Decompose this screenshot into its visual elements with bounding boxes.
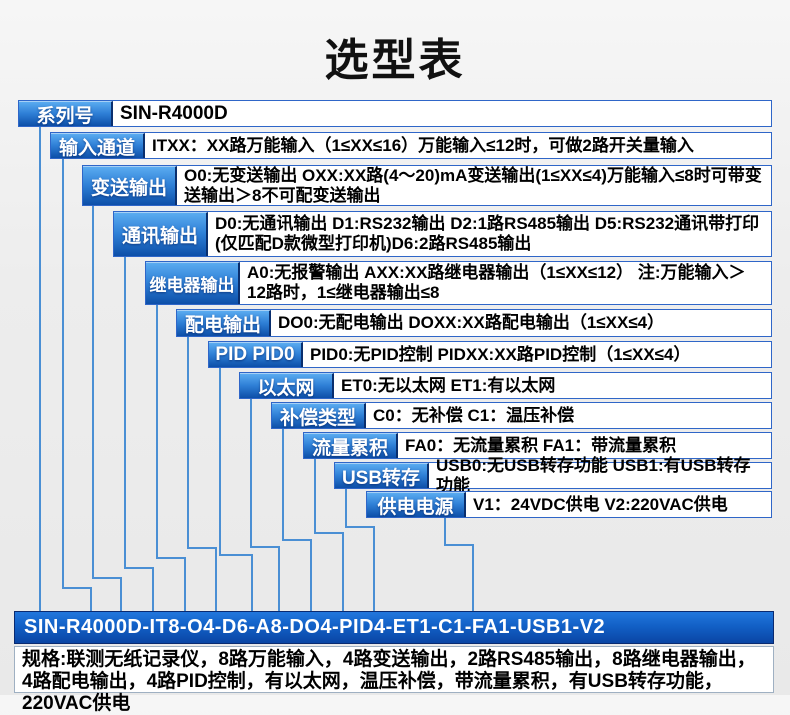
option-row-compensation: 补偿类型 C0：无补偿 C1：温压补偿	[271, 402, 772, 429]
comm-output-label: 通讯输出	[114, 212, 208, 256]
distribution-output-desc: DO0:无配电输出 DOXX:XX路配电输出（1≤XX≤4）	[278, 313, 665, 332]
transmit-output-desc: O0:无变送输出 OXX:XX路(4～20)mA变送输出(1≤XX≤4)万能输入…	[184, 165, 762, 205]
spec-text: 规格:联测无纸记录仪，8路万能输入，4路变送输出，2路RS485输出，8路继电器…	[22, 649, 756, 714]
comm-output-desc: D0:无通讯输出 D1:RS232输出 D2:1路RS485输出 D5:RS23…	[215, 214, 760, 253]
option-row-flow-accumulation: 流量累积 FA0：无流量累积 FA1：带流量累积	[303, 432, 772, 459]
relay-output-desc: A0:无报警输出 AXX:XX路继电器输出（1≤XX≤12） 注:万能输入＞12…	[247, 263, 746, 302]
model-code-text: SIN-R4000D-IT8-O4-D6-A8-DO4-PID4-ET1-C1-…	[24, 616, 606, 638]
option-row-comm-output: 通讯输出 D0:无通讯输出 D1:RS232输出 D2:1路RS485输出 D5…	[113, 211, 772, 257]
pid-desc: PID0:无PID控制 PIDXX:XX路PID控制（1≤XX≤4）	[310, 344, 691, 364]
spec-box: 规格:联测无纸记录仪，8路万能输入，4路变送输出，2路RS485输出，8路继电器…	[14, 646, 774, 714]
model-code-bar: SIN-R4000D-IT8-O4-D6-A8-DO4-PID4-ET1-C1-…	[14, 611, 774, 644]
option-row-pid: PID PID0 PID0:无PID控制 PIDXX:XX路PID控制（1≤XX…	[208, 341, 772, 368]
option-row-transmit-output: 变送输出 O0:无变送输出 OXX:XX路(4～20)mA变送输出(1≤XX≤4…	[82, 165, 772, 206]
option-row-usb-transfer: USB转存 USB0:无USB转存功能 USB1:有USB转存功能	[334, 455, 772, 495]
input-channels-desc: ITXX：XX路万能输入（1≤XX≤16）万能输入≤12时，可做2路开关量输入	[152, 135, 694, 155]
pid-label: PID PID0	[209, 342, 303, 367]
power-supply-desc: V1：24VDC供电 V2:220VAC供电	[473, 494, 728, 514]
ethernet-desc: ET0:无以太网 ET1:有以太网	[341, 375, 556, 395]
flow-accumulation-desc: FA0：无流量累积 FA1：带流量累积	[405, 435, 677, 455]
option-row-power-supply: 供电电源 V1：24VDC供电 V2:220VAC供电	[366, 491, 772, 518]
flow-accumulation-label: 流量累积	[304, 433, 398, 459]
transmit-output-label: 变送输出	[83, 166, 177, 205]
connector-transmit-output	[92, 206, 122, 613]
power-supply-label: 供电电源	[367, 492, 466, 518]
connector-pid	[219, 368, 253, 613]
page-title: 选型表	[324, 36, 466, 85]
connector-power-supply	[444, 518, 474, 613]
relay-output-label: 继电器输出	[146, 262, 240, 304]
option-row-relay-output: 继电器输出 A0:无报警输出 AXX:XX路继电器输出（1≤XX≤12） 注:万…	[145, 261, 772, 305]
option-row-ethernet: 以太网 ET0:无以太网 ET1:有以太网	[239, 372, 772, 399]
connector-comm-output	[124, 257, 154, 613]
option-row-distribution-output: 配电输出 DO0:无配电输出 DOXX:XX路配电输出（1≤XX≤4）	[176, 309, 772, 337]
option-row-input-channels: 输入通道 ITXX：XX路万能输入（1≤XX≤16）万能输入≤12时，可做2路开…	[50, 132, 772, 159]
series-number-label: 系列号	[19, 101, 113, 127]
usb-transfer-desc: USB0:无USB转存功能 USB1:有USB转存功能	[436, 455, 751, 495]
series-number-desc: SIN-R4000D	[120, 102, 228, 124]
input-channels-label: 输入通道	[51, 133, 145, 159]
connector-relay-output	[156, 305, 186, 613]
distribution-output-label: 配电输出	[177, 310, 271, 336]
compensation-desc: C0：无补偿 C1：温压补偿	[373, 405, 575, 425]
ethernet-label: 以太网	[240, 373, 334, 399]
compensation-label: 补偿类型	[272, 403, 366, 429]
connector-input-channels	[62, 158, 92, 613]
connector-distribution-output	[187, 337, 217, 613]
connector-ethernet	[250, 399, 280, 613]
usb-transfer-label: USB转存	[335, 463, 429, 489]
option-row-series-number: 系列号 SIN-R4000D	[18, 100, 772, 127]
